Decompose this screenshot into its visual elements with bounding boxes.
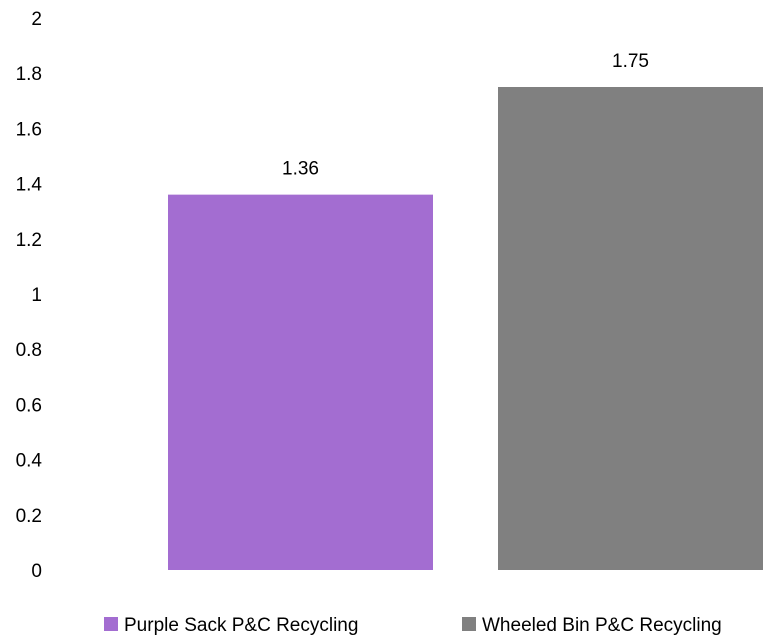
y-tick-label: 0 xyxy=(31,561,42,582)
data-label: 1.75 xyxy=(612,51,649,72)
y-tick-label: 1.8 xyxy=(16,64,42,85)
data-labels: 1.36 1.75 xyxy=(282,51,649,180)
bars xyxy=(168,87,763,570)
legend-label: Wheeled Bin P&C Recycling xyxy=(482,615,722,636)
data-label: 1.36 xyxy=(282,159,319,180)
y-tick-label: 0.8 xyxy=(16,340,42,361)
y-tick-label: 1 xyxy=(31,285,42,306)
y-tick-label: 0.4 xyxy=(16,451,43,472)
bar-2 xyxy=(498,87,763,570)
y-axis-ticks: 0 0.2 0.4 0.6 0.8 1 1.2 1.4 1.6 1.8 2 xyxy=(16,9,43,582)
legend-swatch xyxy=(462,617,476,631)
bar-1 xyxy=(168,194,433,570)
y-tick-label: 1.2 xyxy=(16,230,42,251)
y-tick-label: 0.6 xyxy=(16,395,42,416)
y-tick-label: 0.2 xyxy=(16,506,42,527)
legend: Purple Sack P&C Recycling Wheeled Bin P&C… xyxy=(104,615,722,636)
legend-label: Purple Sack P&C Recycling xyxy=(124,615,358,636)
y-tick-label: 2 xyxy=(31,9,42,30)
legend-swatch xyxy=(104,617,118,631)
y-tick-label: 1.6 xyxy=(16,119,42,140)
y-tick-label: 1.4 xyxy=(16,175,43,196)
